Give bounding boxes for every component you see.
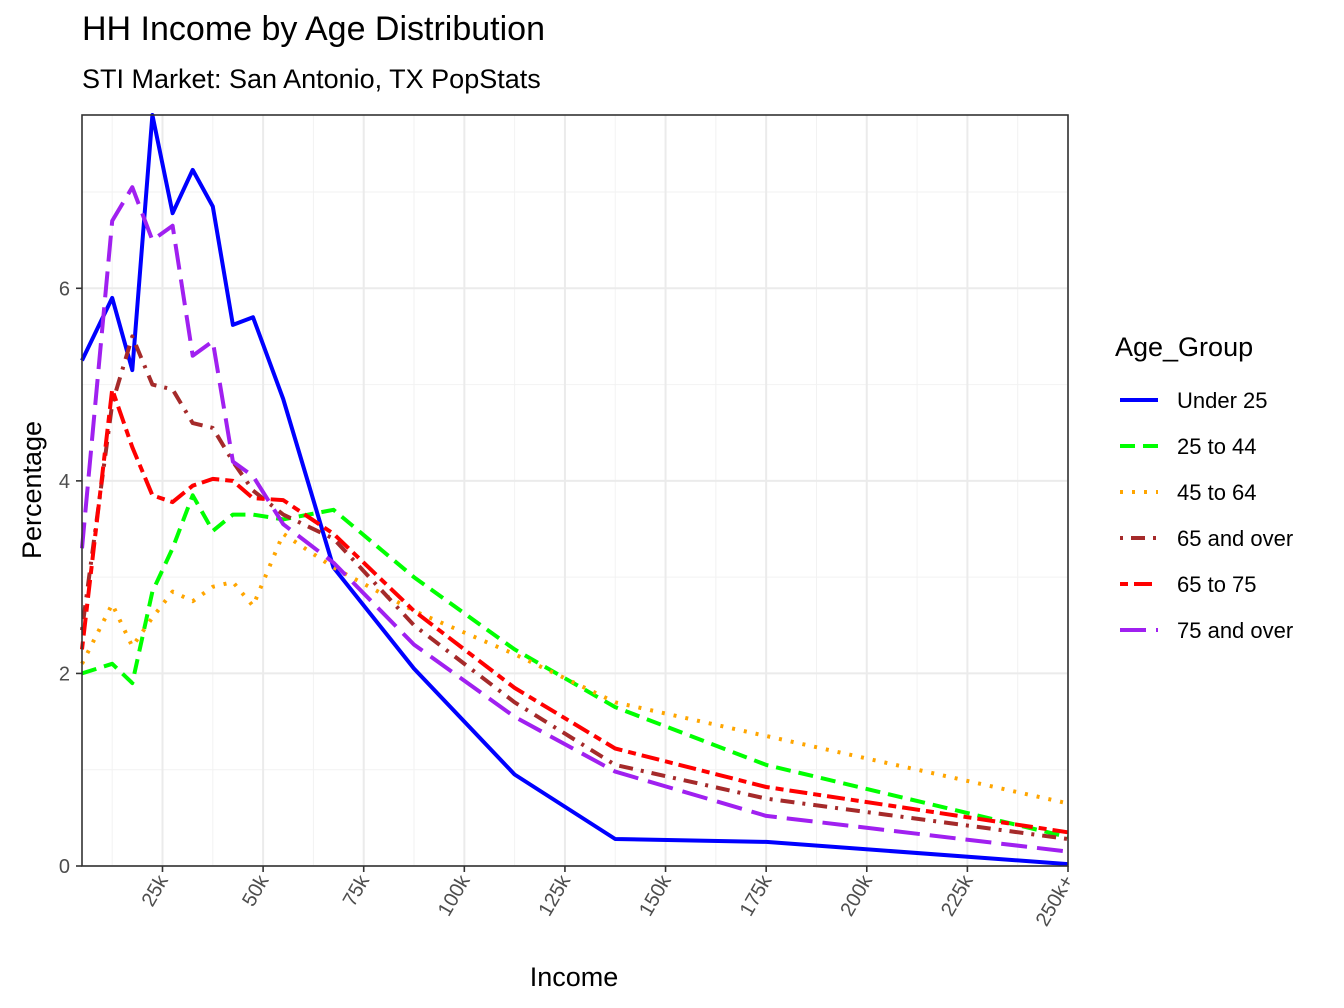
series-line-65-and-over <box>80 334 1069 841</box>
x-tick-label: 225k <box>937 871 978 920</box>
plot-panel-border <box>81 114 1069 867</box>
x-tick-label: 200k <box>836 871 877 920</box>
legend-label: 45 to 64 <box>1177 480 1257 505</box>
y-tick-label: 6 <box>59 278 70 300</box>
legend-label: Under 25 <box>1177 388 1268 413</box>
grid <box>82 115 1069 867</box>
chart-subtitle: STI Market: San Antonio, TX PopStats <box>82 64 541 94</box>
x-tick-label: 175k <box>736 871 777 920</box>
chart-title: HH Income by Age Distribution <box>82 10 545 48</box>
series-lines <box>80 113 1069 867</box>
series-line-45-to-64 <box>80 531 1069 806</box>
x-tick-label: 250k+ <box>1032 872 1079 931</box>
y-axis: 0 2 4 6 <box>59 278 82 878</box>
x-tick-label: 25k <box>138 871 174 911</box>
x-tick-label: 75k <box>339 871 375 911</box>
legend-label: 65 and over <box>1177 526 1293 551</box>
x-tick-label: 150k <box>635 871 676 920</box>
y-tick-label: 0 <box>59 856 70 878</box>
legend-label: 25 to 44 <box>1177 434 1257 459</box>
x-tick-label: 50k <box>238 871 274 911</box>
legend-label: 75 and over <box>1177 618 1293 643</box>
x-axis: 25k 50k 75k 100k 125k 150k 175k 200k 225k 250k+ <box>138 866 1079 931</box>
x-tick-label: 125k <box>535 871 576 920</box>
series-line-25-to-44 <box>81 493 1069 840</box>
x-axis-title: Income <box>530 962 619 992</box>
y-tick-label: 2 <box>59 663 70 685</box>
series-line-75-and-over <box>80 185 1069 854</box>
x-tick-label: 100k <box>434 871 475 920</box>
y-tick-label: 4 <box>59 471 70 493</box>
y-axis-title: Percentage <box>17 421 47 559</box>
legend-title: Age_Group <box>1115 332 1253 362</box>
legend: Age_Group Under 25 25 to 44 45 to 64 65 and… <box>1115 332 1293 643</box>
series-line-under-25 <box>80 113 1069 867</box>
series-line-65-to-75 <box>80 387 1069 835</box>
legend-label: 65 to 75 <box>1177 572 1257 597</box>
